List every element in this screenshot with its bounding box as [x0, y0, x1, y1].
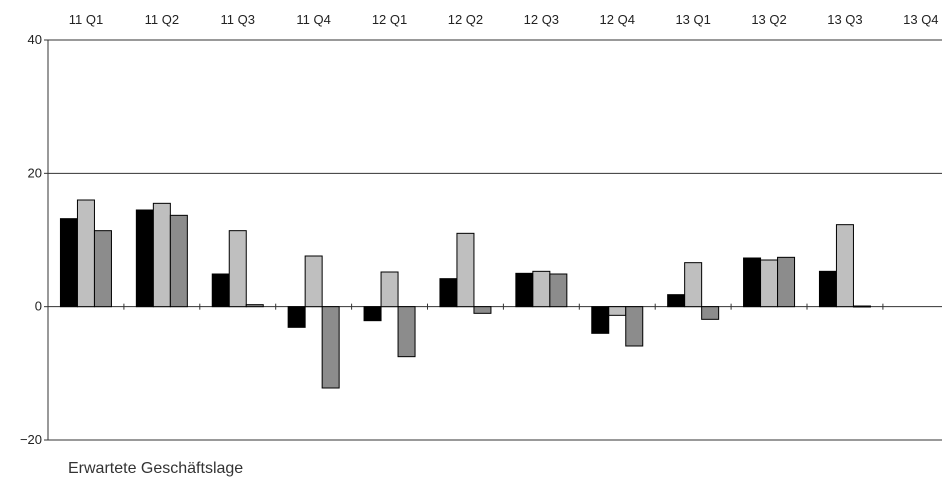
bar	[228, 230, 247, 308]
category-label: 11 Q1	[69, 12, 103, 27]
bar	[380, 271, 399, 308]
bar	[591, 306, 610, 334]
bar	[777, 256, 796, 308]
bar	[169, 214, 188, 308]
bar	[321, 306, 340, 389]
bar	[397, 306, 416, 358]
y-tick-labels: 40 20 0 −20	[20, 32, 42, 447]
category-label: 12 Q1	[372, 12, 407, 27]
bar	[363, 306, 382, 322]
grid-lines	[48, 39, 942, 441]
bar	[76, 199, 95, 308]
category-label: 13 Q2	[751, 12, 786, 27]
bar	[760, 259, 779, 308]
category-label: 11 Q3	[221, 12, 255, 27]
category-label: 11 Q4	[296, 12, 330, 27]
bar	[852, 305, 871, 308]
bar	[667, 294, 686, 308]
bar	[532, 270, 551, 308]
bar	[211, 273, 230, 308]
y-tick-label: 20	[28, 165, 42, 180]
bar	[59, 218, 78, 308]
bar	[245, 304, 264, 308]
category-label: 11 Q2	[145, 12, 179, 27]
chart-caption: Erwartete Geschäftslage	[68, 460, 244, 477]
bar	[684, 262, 703, 308]
bar	[135, 209, 154, 308]
category-label: 13 Q1	[675, 12, 710, 27]
bar	[743, 257, 762, 308]
bar	[152, 202, 171, 308]
category-labels: 11 Q1 11 Q2 11 Q3 11 Q4 12 Q1 12 Q2 12 Q3 12 Q4…	[69, 12, 939, 27]
bars	[59, 199, 871, 389]
category-label: 13 Q4	[903, 12, 938, 27]
y-axis	[44, 39, 884, 441]
category-label: 12 Q4	[600, 12, 635, 27]
bar	[473, 306, 492, 314]
category-label: 12 Q3	[524, 12, 559, 27]
y-tick-label: 0	[35, 299, 42, 314]
bar	[439, 278, 458, 308]
category-label: 13 Q3	[827, 12, 862, 27]
bar	[549, 273, 568, 308]
y-tick-label: 40	[28, 32, 42, 47]
bar	[456, 232, 475, 308]
bar	[701, 306, 720, 320]
bar	[304, 255, 323, 308]
bar	[608, 306, 627, 316]
bar	[287, 306, 306, 328]
bar	[515, 272, 534, 308]
y-tick-label: −20	[20, 432, 42, 447]
bar	[818, 270, 837, 308]
bar	[835, 224, 854, 308]
bar	[625, 306, 644, 347]
bar	[93, 230, 112, 308]
category-label: 12 Q2	[448, 12, 483, 27]
